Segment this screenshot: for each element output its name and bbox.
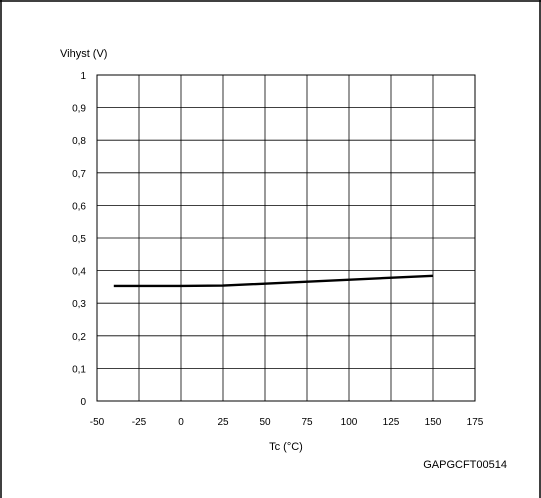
x-tick-label: 175 (467, 417, 484, 428)
y-tick-label: 1 (80, 71, 86, 82)
plot-area-border (96, 74, 476, 402)
grid-lines (97, 75, 475, 401)
figure-id: GAPGCFT00514 (423, 459, 507, 471)
y-tick-label: 0 (80, 397, 86, 408)
series-line (113, 274, 434, 288)
x-tick-label: 0 (178, 417, 184, 428)
x-tick-label: 125 (383, 417, 400, 428)
y-tick-label: 0,9 (72, 104, 86, 115)
y-tick-label: 0,1 (72, 364, 86, 375)
y-tick-label: 0,8 (72, 136, 86, 147)
y-tick-label: 0,6 (72, 201, 86, 212)
x-tick-label: 150 (425, 417, 442, 428)
y-tick-label: 0,5 (72, 234, 86, 245)
y-tick-label: 0,3 (72, 299, 86, 310)
x-tick-label: 50 (259, 417, 271, 428)
y-axis-label: Vihyst (V) (60, 48, 107, 60)
x-tick-label: 25 (217, 417, 229, 428)
y-tick-label: 0,4 (72, 267, 86, 278)
y-tick-label: 0,7 (72, 169, 86, 180)
y-tick-label: 0,2 (72, 332, 86, 343)
x-tick-label: -50 (90, 417, 105, 428)
x-tick-label: 100 (341, 417, 358, 428)
y-axis-ticks: 0 0,1 0,2 0,3 0,4 0,5 0,6 0,7 0,8 0,9 1 (72, 71, 86, 408)
x-tick-label: -25 (132, 417, 147, 428)
series-layer (113, 274, 434, 288)
x-tick-label: 75 (301, 417, 313, 428)
x-axis-label: Tc (°C) (269, 441, 303, 453)
x-axis-ticks: -50 -25 0 25 50 75 100 125 150 175 (90, 417, 484, 428)
